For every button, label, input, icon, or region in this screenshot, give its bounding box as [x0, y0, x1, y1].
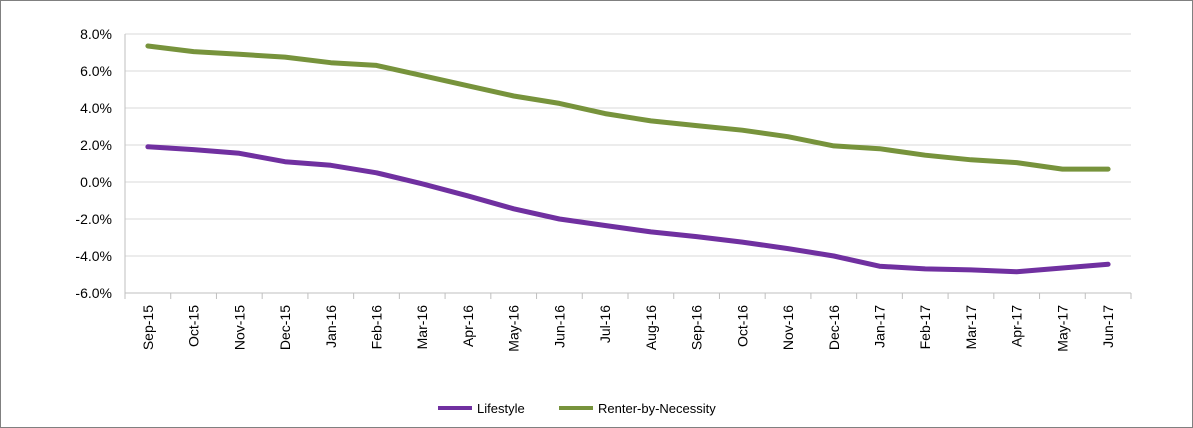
x-tick-label: Dec-15 — [277, 305, 293, 350]
x-tick-label: Oct-16 — [734, 305, 750, 347]
x-tick-label: Feb-16 — [369, 305, 385, 350]
x-tick-label: Jan-16 — [323, 305, 339, 348]
x-tick-label: Apr-17 — [1009, 305, 1025, 347]
y-tick-label: 6.0% — [80, 63, 112, 79]
x-tick-label: Jul-16 — [597, 305, 613, 343]
y-tick-label: 2.0% — [80, 137, 112, 153]
x-tick-labels: Sep-15 Oct-15 Nov-15 Dec-15 Jan-16 Feb-16 Mar-… — [140, 305, 1116, 352]
x-tick-label: Sep-16 — [689, 305, 705, 350]
legend-label: Renter-by-Necessity — [598, 401, 716, 416]
x-tick-label: May-17 — [1054, 305, 1070, 352]
legend-label: Lifestyle — [477, 401, 525, 416]
y-tick-label: 8.0% — [80, 26, 112, 42]
x-tick-label: Feb-17 — [917, 305, 933, 350]
x-tick-label: Aug-16 — [643, 305, 659, 350]
y-tick-label: 0.0% — [80, 174, 112, 190]
x-tick-label: Jun-16 — [551, 305, 567, 348]
gridlines — [125, 33, 1131, 257]
x-tick-label: Sep-15 — [140, 305, 156, 350]
series-line-lifestyle — [145, 144, 1111, 275]
x-tick-label: Nov-16 — [780, 305, 796, 350]
x-tick-label: Dec-16 — [826, 305, 842, 350]
axes — [124, 34, 1132, 299]
x-tick-label: Apr-16 — [460, 305, 476, 347]
legend: Lifestyle Renter-by-Necessity — [438, 401, 716, 416]
y-tick-label: -6.0% — [75, 285, 112, 301]
x-tick-label: Oct-15 — [186, 305, 202, 347]
x-tick-label: Jun-17 — [1100, 305, 1116, 348]
x-tick-label: Jan-17 — [872, 305, 888, 348]
y-tick-label: 4.0% — [80, 100, 112, 116]
y-tick-label: -2.0% — [75, 211, 112, 227]
y-tick-labels: -6.0% -4.0% -2.0% 0.0% 2.0% 4.0% 6.0% 8.0% — [75, 26, 112, 301]
series-lines — [145, 43, 1111, 275]
x-tick-label: Mar-16 — [414, 305, 430, 350]
x-tick-label: May-16 — [506, 305, 522, 352]
series-line-renter-by-necessity — [145, 43, 1111, 172]
x-tick-label: Nov-15 — [231, 305, 247, 350]
y-tick-label: -4.0% — [75, 248, 112, 264]
x-tick-label: Mar-17 — [963, 305, 979, 350]
